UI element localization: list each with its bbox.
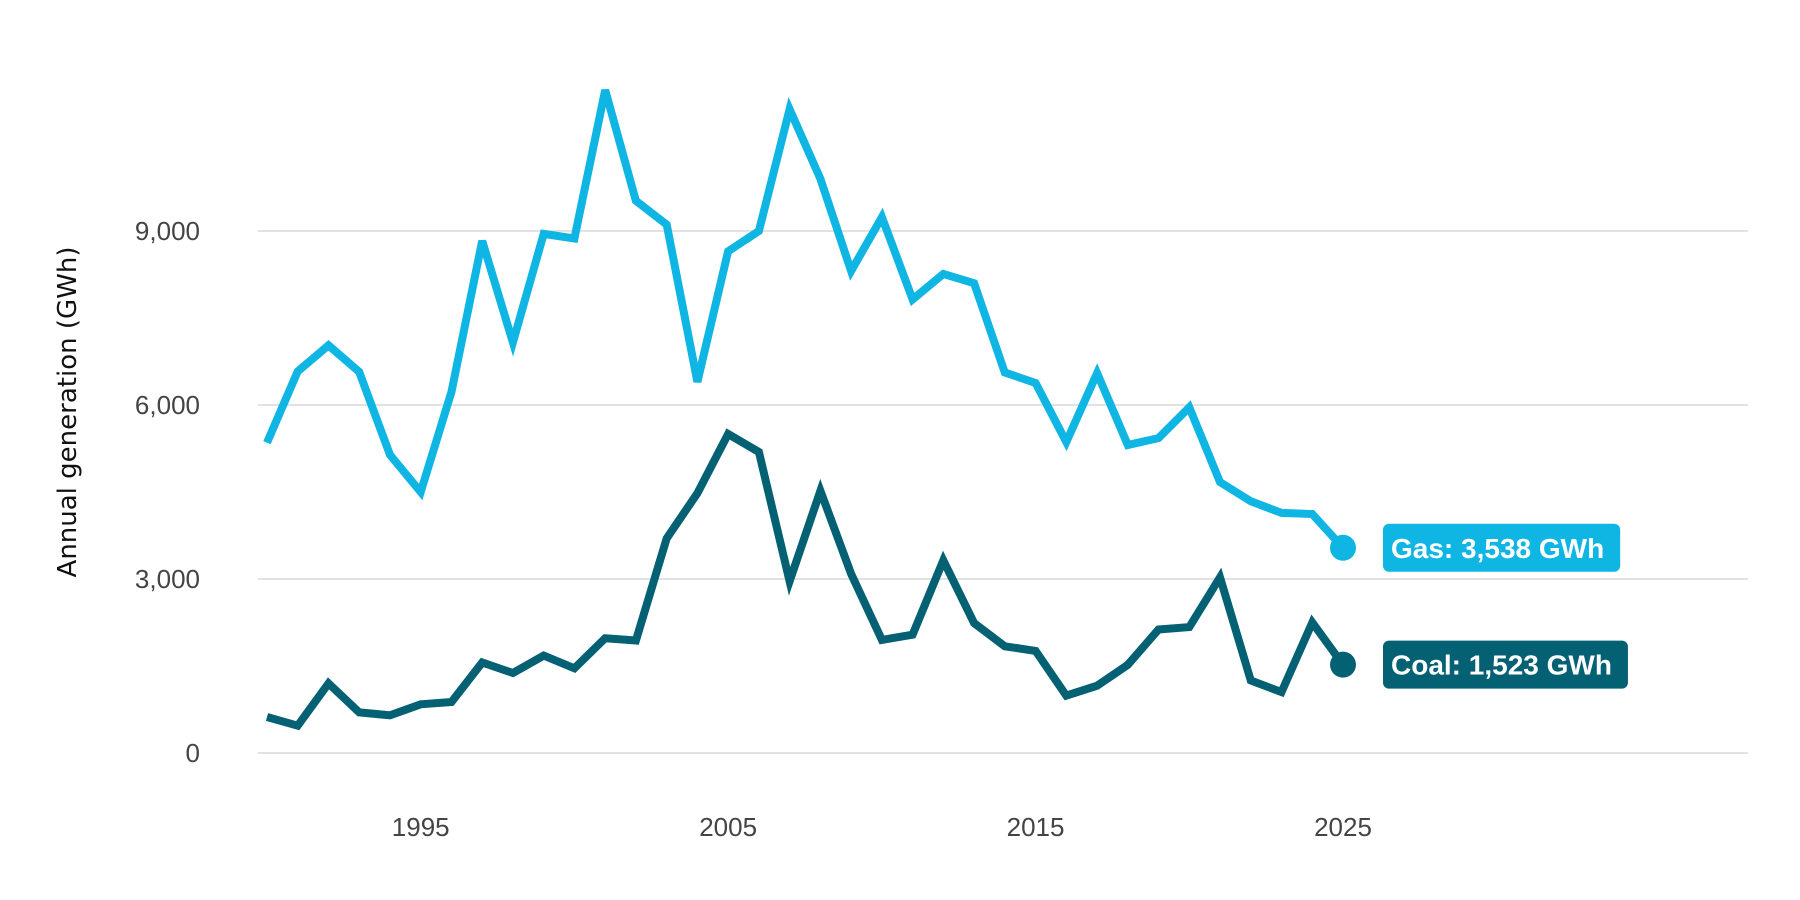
x-axis-ticks: 1995 2005 2015 2025 xyxy=(392,812,1372,842)
end-labels: Gas: 3,538 GWh Coal: 1,523 GWh xyxy=(1383,523,1628,689)
y-axis-ticks: 0 3,000 6,000 9,000 xyxy=(135,216,200,768)
y-tick-label: 3,000 xyxy=(135,564,200,594)
gas-series-line xyxy=(263,89,1346,551)
y-tick-label: 9,000 xyxy=(135,216,200,246)
series-lines xyxy=(263,89,1356,731)
coal-series-line xyxy=(265,428,1347,731)
gas-end-label-box xyxy=(1383,523,1621,572)
gas-end-label: Gas: 3,538 GWh xyxy=(1391,533,1604,564)
coal-end-label-box xyxy=(1383,640,1628,689)
y-tick-label: 6,000 xyxy=(135,390,200,420)
x-tick-label: 2015 xyxy=(1007,812,1065,842)
gridlines xyxy=(258,230,1748,754)
x-tick-label: 1995 xyxy=(392,812,450,842)
y-axis-label: Annual generation (GWh) xyxy=(53,247,83,578)
coal-end-point xyxy=(1330,651,1356,678)
gas-end-point xyxy=(1330,534,1356,561)
x-tick-label: 2005 xyxy=(699,812,757,842)
coal-end-label: Coal: 1,523 GWh xyxy=(1391,650,1612,681)
x-tick-label: 2025 xyxy=(1314,812,1372,842)
y-tick-label: 0 xyxy=(186,738,200,768)
